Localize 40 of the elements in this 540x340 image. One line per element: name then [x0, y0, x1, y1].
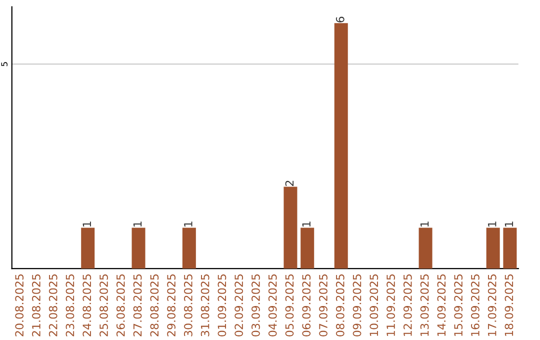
x-tick-label: 31.08.2025	[200, 274, 210, 336]
x-tick-label: 25.08.2025	[100, 274, 108, 336]
x-tick-label: 01.09.2025	[218, 274, 226, 336]
x-tick-label: 26.08.2025	[116, 274, 125, 336]
x-tick-label: 18.09.2025	[504, 274, 514, 336]
x-tick-label: 27.08.2025	[133, 274, 142, 336]
data-label: 1	[504, 222, 514, 226]
x-tick-label: 22.08.2025	[48, 274, 58, 336]
x-tick-label: 16.09.2025	[471, 274, 480, 336]
x-tick-label: 21.08.2025	[32, 274, 40, 336]
x-tick-label: 28.08.2025	[150, 274, 159, 336]
x-tick-label: 10.09.2025	[370, 274, 378, 336]
data-label: 1	[420, 222, 429, 226]
x-tick-label: 04.09.2025	[268, 274, 277, 336]
y-tick-label: 5	[1, 62, 8, 66]
x-tick-label: 20.08.2025	[15, 274, 24, 336]
x-tick-label: 08.09.2025	[336, 274, 344, 336]
data-label: 1	[184, 222, 192, 226]
x-tick-label: 07.09.2025	[319, 274, 328, 336]
x-tick-label: 02.09.2025	[234, 274, 244, 336]
x-tick-label: 12.09.2025	[403, 274, 412, 336]
x-tick-label: 06.09.2025	[302, 274, 311, 336]
x-tick-label: 05.09.2025	[285, 274, 294, 336]
x-tick-label: 30.08.2025	[184, 274, 192, 336]
x-tick-label: 24.08.2025	[82, 274, 92, 336]
x-tick-label: 09.09.2025	[352, 274, 362, 336]
data-label: 1	[82, 222, 91, 226]
x-tick-label: 14.09.2025	[437, 274, 446, 336]
x-tick-label: 29.08.2025	[167, 274, 176, 336]
x-tick-label: 11.09.2025	[386, 274, 395, 336]
x-tick-label: 03.09.2025	[252, 274, 260, 336]
data-label: 2	[285, 180, 294, 186]
x-tick-label: 17.09.2025	[488, 274, 496, 336]
data-label: 1	[133, 222, 142, 226]
data-label: 6	[336, 16, 344, 22]
x-tick-label: 23.08.2025	[66, 274, 74, 336]
x-tick-label: 13.09.2025	[420, 274, 429, 336]
data-label: 1	[302, 222, 310, 226]
data-label: 1	[488, 222, 496, 226]
x-tick-label: 15.09.2025	[454, 274, 463, 336]
